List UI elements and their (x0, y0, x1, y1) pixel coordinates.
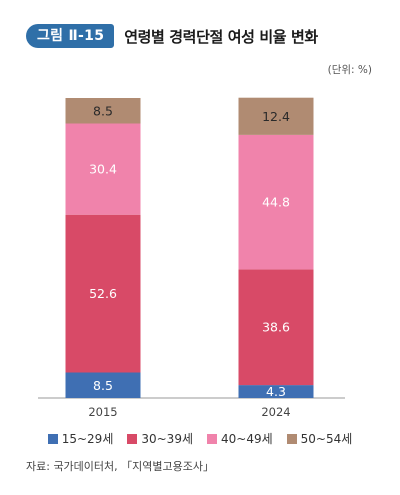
legend-swatch-15-29 (47, 433, 58, 444)
chart-title: 연령별 경력단절 여성 비율 변화 (124, 27, 318, 46)
legend-swatch-30-39 (127, 433, 138, 444)
source-note: 자료: 국가데이터처, 「지역별고용조사」 (26, 460, 214, 473)
legend-label-40-49: 40~49세 (221, 432, 273, 446)
data-label-2024-2: 44.8 (262, 195, 290, 210)
figure-header: 그림 Ⅱ-15 연령별 경력단절 여성 비율 변화 (26, 24, 318, 48)
bar-segment-2024-3 (238, 97, 314, 135)
data-label-2015-2: 30.4 (89, 162, 117, 177)
x-tick-label-2015: 2015 (88, 405, 117, 419)
unit-label: (단위: %) (327, 64, 372, 76)
figure-label-badge: 그림 Ⅱ-15 (26, 24, 115, 48)
data-label-2015-0: 8.5 (93, 378, 113, 393)
data-label-2015-3: 8.5 (93, 103, 113, 118)
data-label-2024-3: 12.4 (262, 109, 290, 124)
legend-item-15-29: 15~29세 (47, 430, 114, 447)
stacked-bar-chart: 8.5 52.6 30.4 8.5 2015 4.3 38.6 44.8 12.4 2024 (38, 97, 345, 419)
bar-segment-2015-3 (65, 98, 141, 124)
bar-segment-2024-0 (238, 385, 314, 398)
bar-segment-2015-2 (65, 123, 141, 215)
legend: 15~29세 30~39세 40~49세 50~54세 (0, 430, 400, 447)
data-label-2015-1: 52.6 (89, 286, 117, 301)
bar-segment-2015-1 (65, 214, 141, 373)
legend-item-40-49: 40~49세 (207, 430, 273, 447)
legend-item-30-39: 30~39세 (127, 430, 193, 447)
bar-segment-2024-2 (238, 134, 314, 270)
bar-segment-2024-1 (238, 269, 314, 386)
legend-label-50-54: 50~54세 (300, 432, 353, 446)
data-label-2024-0: 4.3 (266, 384, 286, 399)
x-tick-label-2024: 2024 (261, 405, 290, 419)
data-label-2024-1: 38.6 (262, 320, 290, 335)
legend-label-30-39: 30~39세 (141, 432, 193, 446)
legend-item-50-54: 50~54세 (286, 430, 353, 447)
legend-label-15-29: 15~29세 (61, 432, 114, 446)
legend-swatch-50-54 (286, 433, 297, 444)
legend-swatch-40-49 (207, 433, 217, 444)
bar-segment-2015-0 (65, 372, 141, 398)
